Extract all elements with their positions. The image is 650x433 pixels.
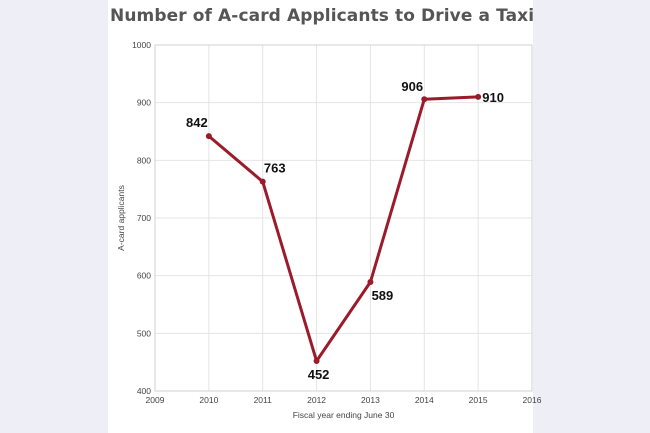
- y-axis-ticks: 400 500 600 700 800 900 1000: [132, 40, 151, 396]
- data-label-2012: 452: [308, 367, 330, 382]
- data-point-2013: [367, 279, 374, 286]
- data-label-2014: 906: [401, 79, 423, 94]
- y-tick-label-500: 500: [137, 328, 151, 338]
- data-point-2014: [421, 96, 428, 103]
- x-axis-ticks: 2009 2010 2011 2012 2013 2014 2015 2016: [146, 395, 542, 405]
- plot-area-border: [154, 44, 533, 392]
- data-label-2010: 842: [186, 115, 208, 130]
- y-tick-label-600: 600: [137, 271, 151, 281]
- data-label-2011: 763: [264, 161, 286, 176]
- x-tick-label-2012: 2012: [307, 395, 326, 405]
- data-labels: 842 763 452 589 906 910: [186, 79, 504, 382]
- x-tick-label-2010: 2010: [199, 395, 218, 405]
- chart-title: Number of A-card Applicants to Drive a T…: [110, 6, 535, 26]
- y-tick-label-1000: 1000: [132, 40, 151, 50]
- x-tick-label-2014: 2014: [415, 395, 434, 405]
- y-tick-label-900: 900: [137, 98, 151, 108]
- y-tick-label-400: 400: [137, 386, 151, 396]
- x-tick-label-2009: 2009: [146, 395, 165, 405]
- data-label-2015: 910: [482, 90, 504, 105]
- y-axis-label: A-card applicants: [116, 185, 126, 251]
- data-point-2012: [313, 358, 320, 365]
- x-tick-label-2011: 2011: [254, 395, 273, 405]
- y-tick-label-700: 700: [137, 213, 151, 223]
- chart-card: [108, 0, 533, 433]
- y-tick-label-800: 800: [137, 155, 151, 165]
- data-point-2015: [475, 93, 482, 100]
- series-line-0: [207, 95, 480, 363]
- x-tick-label-2013: 2013: [361, 395, 380, 405]
- data-point-2011: [259, 178, 266, 185]
- series-applicants: [205, 93, 482, 365]
- data-point-2010: [205, 133, 212, 140]
- x-tick-label-2016: 2016: [523, 395, 542, 405]
- data-label-2013: 589: [372, 288, 394, 303]
- x-axis-label: Fiscal year ending June 30: [293, 410, 395, 420]
- x-tick-label-2015: 2015: [469, 395, 488, 405]
